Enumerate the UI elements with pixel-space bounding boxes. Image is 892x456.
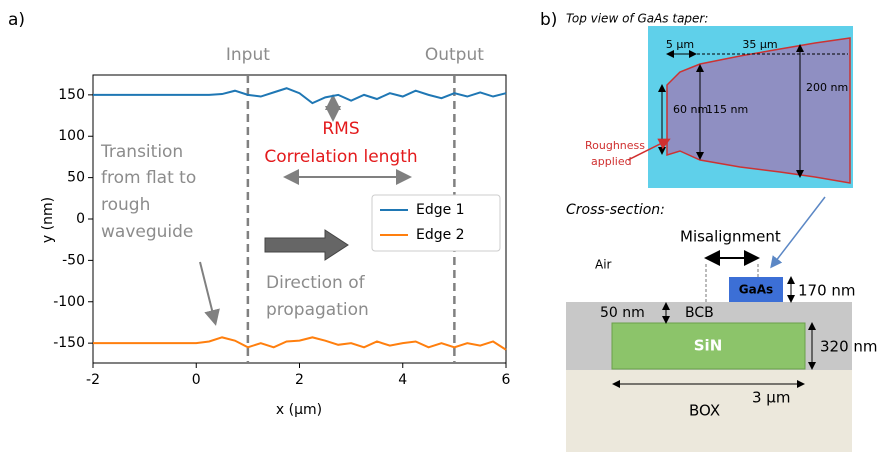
y-tick-label: -150 bbox=[53, 335, 85, 351]
y-tick-label: 100 bbox=[58, 128, 85, 144]
annotation: Correlation length bbox=[264, 147, 417, 167]
taper bbox=[666, 37, 851, 184]
label: 170 nm bbox=[798, 282, 856, 300]
transition-text: Transition from flat to rough waveguide … bbox=[100, 142, 369, 320]
y-tick-label: 50 bbox=[67, 170, 85, 186]
label: SiN bbox=[694, 337, 723, 355]
label: BCB bbox=[685, 305, 714, 321]
annotation: waveguide bbox=[101, 222, 193, 242]
dim-label: 60 nm bbox=[673, 103, 708, 116]
arrow bbox=[770, 196, 826, 269]
y-tick-label: -50 bbox=[62, 252, 85, 268]
x-tick-label: 2 bbox=[295, 372, 304, 388]
x-tick-label: -2 bbox=[86, 372, 100, 388]
annotation: RMS bbox=[322, 119, 359, 139]
label: 50 nm bbox=[600, 305, 645, 321]
legend-label: Edge 2 bbox=[416, 227, 465, 243]
annotation: rough bbox=[101, 195, 150, 215]
gaas-layer bbox=[729, 277, 783, 302]
line bbox=[93, 336, 507, 351]
section-title: Top view of GaAs taper: bbox=[566, 12, 708, 26]
line bbox=[93, 87, 507, 105]
y-axis-label: y (nm) bbox=[40, 197, 56, 243]
vline-label: Input bbox=[226, 45, 270, 65]
x-tick-label: 4 bbox=[398, 372, 407, 388]
annotation: from flat to bbox=[101, 168, 196, 188]
arrow bbox=[627, 138, 671, 161]
y-tick-label: 0 bbox=[76, 211, 85, 227]
panel-label: a) bbox=[8, 10, 25, 30]
direction-arrow bbox=[264, 229, 349, 261]
label: Air bbox=[595, 258, 612, 272]
section-title: Cross-section: bbox=[566, 202, 665, 218]
label: 320 nm bbox=[820, 338, 878, 356]
label: 3 µm bbox=[752, 389, 790, 407]
roughness-label: applied bbox=[591, 155, 632, 168]
dim-label: 35 µm bbox=[742, 38, 777, 51]
y-tick-label: -100 bbox=[53, 294, 85, 310]
y-tick-label: 150 bbox=[58, 87, 85, 103]
x-tick-label: 0 bbox=[192, 372, 201, 388]
dim-label: 5 µm bbox=[666, 38, 694, 51]
label: BOX bbox=[689, 402, 720, 420]
annotation: Transition bbox=[100, 142, 183, 162]
annotation: Direction of bbox=[266, 273, 366, 293]
legend-label: Edge 1 bbox=[416, 202, 465, 218]
roughness-label: Roughness bbox=[585, 139, 645, 152]
panel-label: b) bbox=[540, 10, 557, 30]
label: GaAs bbox=[739, 283, 773, 297]
label: Misalignment bbox=[680, 228, 781, 246]
dim-label: 115 nm bbox=[706, 103, 748, 116]
x-tick-label: 6 bbox=[502, 372, 511, 388]
dim-label: 200 nm bbox=[806, 81, 848, 94]
sin-layer bbox=[611, 322, 806, 370]
vline-label: Output bbox=[425, 45, 484, 65]
x-axis-label: x (µm) bbox=[276, 402, 322, 418]
annotation: propagation bbox=[266, 300, 369, 320]
arrow bbox=[199, 261, 220, 326]
